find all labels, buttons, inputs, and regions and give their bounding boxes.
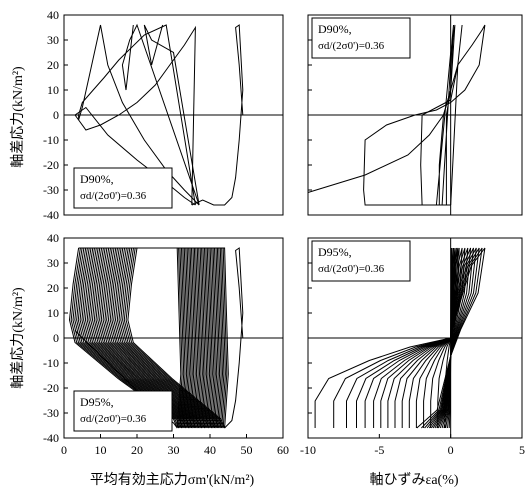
annotation-line-2: σd/(2σ0')=0.36 bbox=[318, 263, 385, 275]
y-axis-label-bottom: 軸差応力(kN/m²) bbox=[10, 287, 26, 389]
series-0 bbox=[307, 24, 486, 206]
series-0 bbox=[191, 24, 244, 206]
x-axis-label-left: 平均有効主応力σm'(kN/m²) bbox=[90, 472, 255, 488]
x-tick-label: -10 bbox=[300, 443, 316, 457]
series-1 bbox=[420, 24, 463, 206]
annotation-line-1: D90%, bbox=[80, 172, 114, 186]
y-tick-label: 40 bbox=[47, 231, 59, 245]
loop-32 bbox=[70, 247, 183, 429]
y-tick-label: -20 bbox=[43, 381, 59, 395]
x-tick-label: 50 bbox=[241, 443, 253, 457]
y-tick-label: -20 bbox=[43, 158, 59, 172]
y-tick-label: -10 bbox=[43, 356, 59, 370]
annotation-box bbox=[73, 167, 173, 209]
y-tick-label: 20 bbox=[47, 58, 59, 72]
hysteresis-15 bbox=[444, 247, 452, 429]
x-tick-label: 30 bbox=[168, 443, 180, 457]
series-5 bbox=[121, 23, 200, 206]
annotation-line-2: σd/(2σ0')=0.36 bbox=[80, 190, 147, 202]
y-tick-label: -30 bbox=[43, 183, 59, 197]
y-tick-label: -40 bbox=[43, 208, 59, 222]
x-tick-label: 5 bbox=[519, 443, 525, 457]
panel-bottom-right: -10 -5 0 5 D95%, σd/(2σ0')=0.36 bbox=[300, 237, 525, 457]
series-0 bbox=[224, 247, 244, 429]
x-tick-label: 20 bbox=[131, 443, 143, 457]
annotation-box bbox=[311, 17, 411, 59]
y-tick-label: 30 bbox=[47, 256, 59, 270]
annotation-line-1: D95%, bbox=[80, 395, 114, 409]
x-axis-label-right: 軸ひずみεa(%) bbox=[369, 472, 458, 488]
y-tick-label: 0 bbox=[53, 331, 59, 345]
x-tick-label: 10 bbox=[95, 443, 107, 457]
panel-top-left: 40 30 20 10 0 -10 -20 -30 -40 D90%, σd/(2σ0')=0.36 bbox=[43, 8, 284, 222]
x-tick-label: 0 bbox=[448, 443, 454, 457]
y-tick-label: -30 bbox=[43, 406, 59, 420]
x-tick-label: -5 bbox=[374, 443, 384, 457]
annotation-line-2: σd/(2σ0')=0.36 bbox=[80, 413, 147, 425]
annotation-line-1: D95%, bbox=[318, 245, 352, 259]
annotation-box bbox=[73, 390, 173, 432]
y-tick-label: 10 bbox=[47, 83, 59, 97]
y-tick-label: 40 bbox=[47, 8, 59, 22]
series-2 bbox=[74, 106, 196, 206]
annotation-box bbox=[311, 240, 411, 282]
series-1 bbox=[74, 25, 196, 206]
x-tick-label: 60 bbox=[277, 443, 289, 457]
x-tick-label: 0 bbox=[61, 443, 67, 457]
y-tick-label: 10 bbox=[47, 306, 59, 320]
x-tick-label: 40 bbox=[204, 443, 216, 457]
y-tick-label: 30 bbox=[47, 33, 59, 47]
y-tick-label: -10 bbox=[43, 133, 59, 147]
series-6 bbox=[143, 24, 200, 206]
y-tick-label: 0 bbox=[53, 108, 59, 122]
y-tick-label: -40 bbox=[43, 431, 59, 445]
panel-top-right: D90%, σd/(2σ0')=0.36 bbox=[307, 14, 523, 216]
series-3 bbox=[441, 24, 454, 206]
series-4 bbox=[100, 24, 200, 206]
y-tick-label: 20 bbox=[47, 281, 59, 295]
annotation-line-2: σd/(2σ0')=0.36 bbox=[318, 40, 385, 52]
y-axis-label-top: 軸差応力(kN/m²) bbox=[10, 66, 26, 168]
loop-33 bbox=[68, 247, 182, 429]
loop-31 bbox=[72, 247, 185, 429]
annotation-line-1: D90%, bbox=[318, 22, 352, 36]
